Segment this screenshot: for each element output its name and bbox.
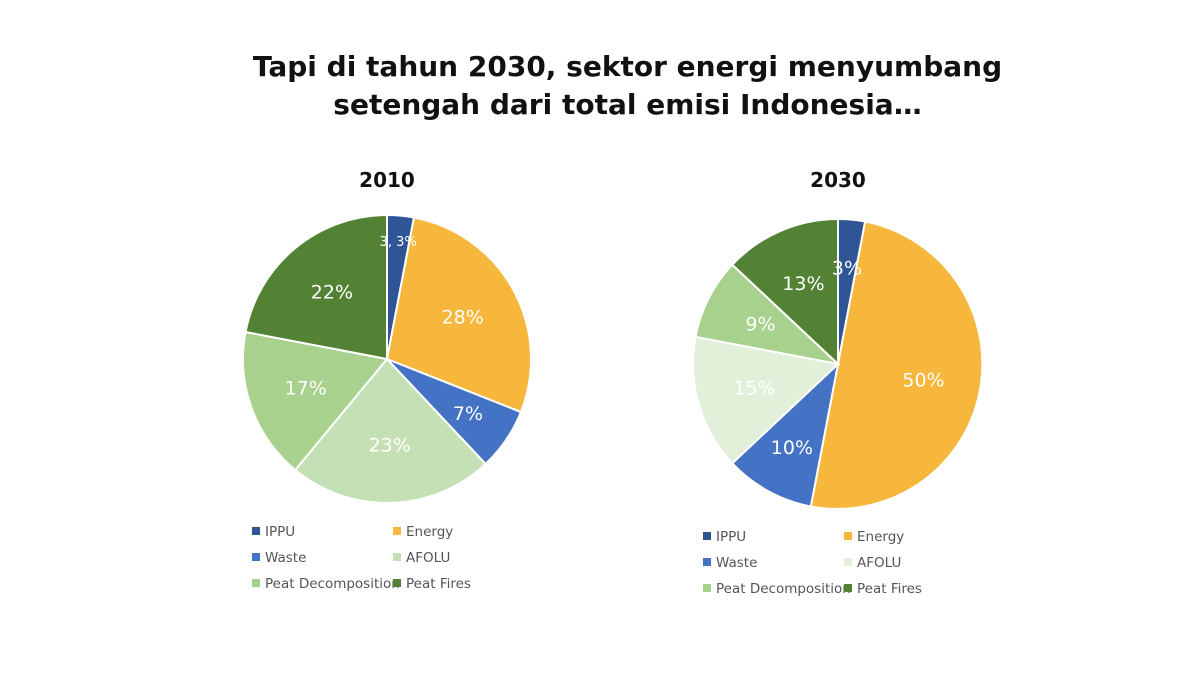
legend-label-peat-fires: Peat Fires bbox=[406, 576, 471, 592]
legend-swatch-waste bbox=[252, 553, 260, 561]
legend-label-ippu: IPPU bbox=[265, 524, 295, 540]
pie-slice-peat-decomposition bbox=[242, 330, 389, 472]
legend-swatch-peat-decomposition bbox=[252, 579, 260, 587]
data-label-waste: 10% bbox=[771, 437, 813, 459]
data-label-ippu: 3, 3% bbox=[380, 235, 417, 250]
legend-swatch-peat-fires bbox=[393, 579, 401, 587]
slide-title-line-2: setengah dari total emisi Indonesia… bbox=[333, 88, 922, 121]
legend-label-peat-decomposition: Peat Decomposition bbox=[265, 576, 400, 592]
slide-title: Tapi di tahun 2030, sektor energi menyum… bbox=[0, 48, 1200, 124]
legend-swatch-afolu bbox=[844, 558, 852, 566]
legend-swatch-waste bbox=[703, 558, 711, 566]
legend-swatch-peat-decomposition bbox=[703, 584, 711, 592]
legend-label-peat-fires: Peat Fires bbox=[857, 581, 922, 597]
legend-label-waste: Waste bbox=[716, 555, 757, 571]
data-label-energy: 28% bbox=[442, 306, 484, 328]
data-label-afolu: 23% bbox=[369, 434, 411, 456]
pie-slice-afolu bbox=[692, 335, 841, 465]
slide-title-line-1: Tapi di tahun 2030, sektor energi menyum… bbox=[252, 50, 1003, 83]
legend-label-afolu: AFOLU bbox=[406, 550, 450, 566]
pie-chart-2030: 2030 3% 50% 10% 15% 9% 13% IPPU Energy Waste AFOLU… bbox=[692, 168, 984, 597]
pie-slice-waste bbox=[730, 361, 840, 508]
legend-swatch-energy bbox=[844, 532, 852, 540]
data-label-afolu: 15% bbox=[733, 377, 775, 399]
legend-label-energy: Energy bbox=[857, 529, 904, 545]
legend-swatch-energy bbox=[393, 527, 401, 535]
pie-slice-energy bbox=[809, 220, 984, 510]
legend-label-afolu: AFOLU bbox=[857, 555, 901, 571]
pie-slice-energy bbox=[385, 216, 532, 414]
pie-slice-afolu bbox=[293, 357, 487, 504]
pie-slice-peat-fires bbox=[244, 213, 388, 361]
legend-swatch-peat-fires bbox=[844, 584, 852, 592]
legend-label-energy: Energy bbox=[406, 524, 453, 540]
data-label-peat-fires: 22% bbox=[311, 281, 353, 303]
data-label-peat-decomposition: 17% bbox=[285, 377, 327, 399]
pie-slice-peat-decomposition bbox=[694, 263, 842, 366]
data-label-peat-fires: 13% bbox=[782, 273, 824, 295]
data-label-waste: 7% bbox=[453, 403, 483, 425]
pie-chart-2010: 2010 3, 3% 28% 7% 23% 17% 22% IPPU Energy Waste AF… bbox=[242, 168, 532, 592]
data-label-energy: 50% bbox=[902, 369, 944, 391]
data-label-ippu: 3% bbox=[832, 258, 862, 280]
chart-title-2030: 2030 bbox=[810, 168, 866, 192]
legend-label-ippu: IPPU bbox=[716, 529, 746, 545]
legend-swatch-afolu bbox=[393, 553, 401, 561]
pie-slice-peat-fires bbox=[730, 217, 839, 367]
legend-swatch-ippu bbox=[703, 532, 711, 540]
legend-label-peat-decomposition: Peat Decomposition bbox=[716, 581, 851, 597]
legend-label-waste: Waste bbox=[265, 550, 306, 566]
data-label-peat-decomposition: 9% bbox=[745, 314, 775, 336]
chart-title-2010: 2010 bbox=[359, 168, 415, 192]
legend-swatch-ippu bbox=[252, 527, 260, 535]
